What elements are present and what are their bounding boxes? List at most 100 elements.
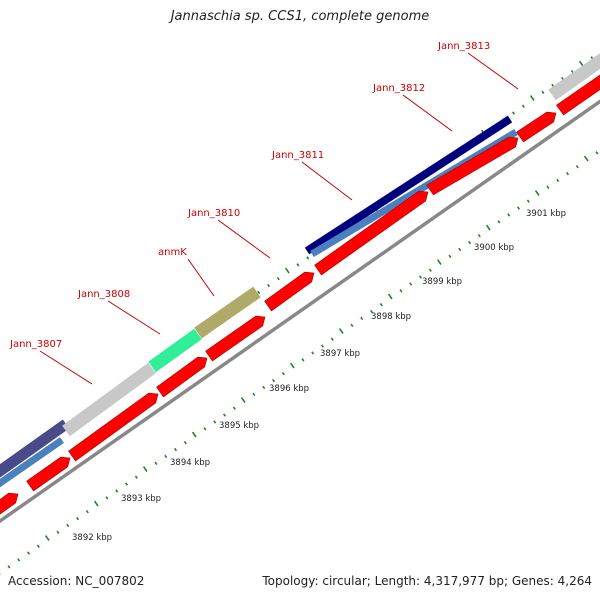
inner-tick — [115, 489, 119, 493]
leader-line — [301, 161, 353, 201]
leader-line — [467, 52, 519, 90]
inner-tick — [468, 240, 472, 245]
gene-bar-mint — [148, 328, 202, 373]
inner-tick — [281, 371, 285, 376]
inner-tick — [223, 413, 227, 417]
gene-bar-gray — [548, 53, 600, 101]
kbp-label: 3900 kbp — [474, 243, 514, 253]
gene-bars — [0, 53, 600, 488]
map-title: Jannaschia sp. CCS1, complete genome — [170, 9, 430, 24]
leader-line — [217, 219, 271, 259]
gene-label: Jann_3811 — [271, 150, 324, 161]
cds-arrow — [556, 74, 600, 116]
kbp-label: 3901 kbp — [526, 209, 566, 219]
inner-tick — [164, 454, 168, 459]
inner-tick — [575, 164, 579, 169]
inner-tick — [142, 466, 148, 472]
label-leader-lines — [39, 52, 519, 385]
inner-tick — [311, 351, 315, 355]
inner-tick — [240, 397, 246, 403]
inner-tick — [556, 178, 560, 183]
gene-bar-gray — [62, 362, 156, 437]
cds-arrow — [314, 190, 429, 276]
inner-tick — [419, 275, 423, 279]
inner-tick — [191, 431, 197, 438]
inner-tick — [387, 293, 393, 300]
inner-tick — [56, 530, 60, 535]
gene-bar-khaki — [194, 286, 261, 339]
gene-label: Jann_3813 — [437, 41, 490, 52]
kbp-label: 3893 kbp — [121, 494, 161, 504]
gene-label: anmK — [158, 247, 187, 258]
outer-tick — [541, 90, 545, 95]
inner-tick — [17, 558, 21, 562]
inner-tick — [36, 544, 40, 548]
inner-tick — [360, 316, 364, 321]
inner-tick — [409, 282, 413, 286]
inner-tick — [338, 328, 344, 334]
inner-tick — [350, 323, 354, 328]
inner-tick — [252, 392, 256, 397]
inner-tick — [436, 259, 442, 265]
outer-tick — [578, 60, 584, 67]
kbp-label: 3896 kbp — [269, 384, 309, 394]
inner-tick — [154, 461, 158, 466]
leader-line — [402, 94, 453, 132]
outer-tick — [257, 290, 261, 295]
gene-label: Jann_3808 — [77, 289, 130, 300]
inner-tick — [507, 213, 511, 217]
outer-tick — [521, 104, 525, 108]
kbp-label: 3897 kbp — [320, 349, 360, 359]
cds-arrow — [156, 356, 208, 398]
inner-tick — [85, 509, 89, 514]
kbp-label: 3899 kbp — [422, 277, 462, 287]
gene-label: Jann_3807 — [9, 339, 62, 350]
outer-tick — [296, 263, 300, 267]
cds-arrow — [205, 315, 266, 362]
inner-tick — [93, 500, 99, 507]
inner-tick — [534, 190, 540, 196]
gene-bar-slate — [0, 419, 70, 478]
inner-tick — [321, 344, 325, 348]
inner-tick — [517, 206, 521, 210]
summary-text: Topology: circular; Length: 4,317,977 bp… — [262, 574, 592, 588]
outer-tick — [267, 283, 271, 288]
leader-line — [107, 300, 161, 335]
kbp-label: 3898 kbp — [371, 312, 411, 322]
outer-tick — [529, 95, 535, 101]
backbone-line — [0, 99, 600, 524]
kbp-label: 3894 kbp — [170, 458, 210, 468]
outer-tick — [276, 276, 280, 281]
inner-tick — [448, 254, 452, 259]
kbp-labels: 3892 kbp 3893 kbp 3894 kbp 3895 kbp 3896 kbp… — [72, 209, 566, 543]
kbp-label: 3895 kbp — [219, 421, 259, 431]
cds-arrow — [26, 456, 71, 492]
inner-tick — [566, 171, 570, 176]
inner-tick — [203, 427, 207, 431]
cds-arrow — [0, 492, 19, 515]
inner-tick — [583, 155, 589, 162]
inner-tick — [232, 406, 236, 410]
gene-bar-navy — [304, 115, 513, 255]
outer-tick — [284, 267, 290, 274]
leader-line — [187, 258, 215, 297]
inner-tick — [174, 447, 178, 452]
inner-tick — [301, 358, 305, 362]
inner-tick — [497, 220, 501, 224]
inner-tick — [105, 496, 109, 500]
cds-arrow — [264, 271, 315, 312]
accession-text: Accession: NC_007802 — [8, 574, 145, 588]
outer-tick — [512, 111, 516, 115]
cds-arrows — [0, 74, 600, 515]
inner-tick — [27, 551, 31, 555]
outer-tick — [306, 256, 310, 260]
inner-tick — [485, 224, 491, 231]
inner-tick — [213, 420, 217, 424]
inner-tick — [125, 482, 129, 486]
cds-arrow — [426, 136, 519, 196]
inner-tick — [399, 289, 403, 293]
inner-tick — [458, 247, 462, 252]
inner-tick — [595, 151, 599, 155]
inner-tick — [477, 233, 481, 238]
